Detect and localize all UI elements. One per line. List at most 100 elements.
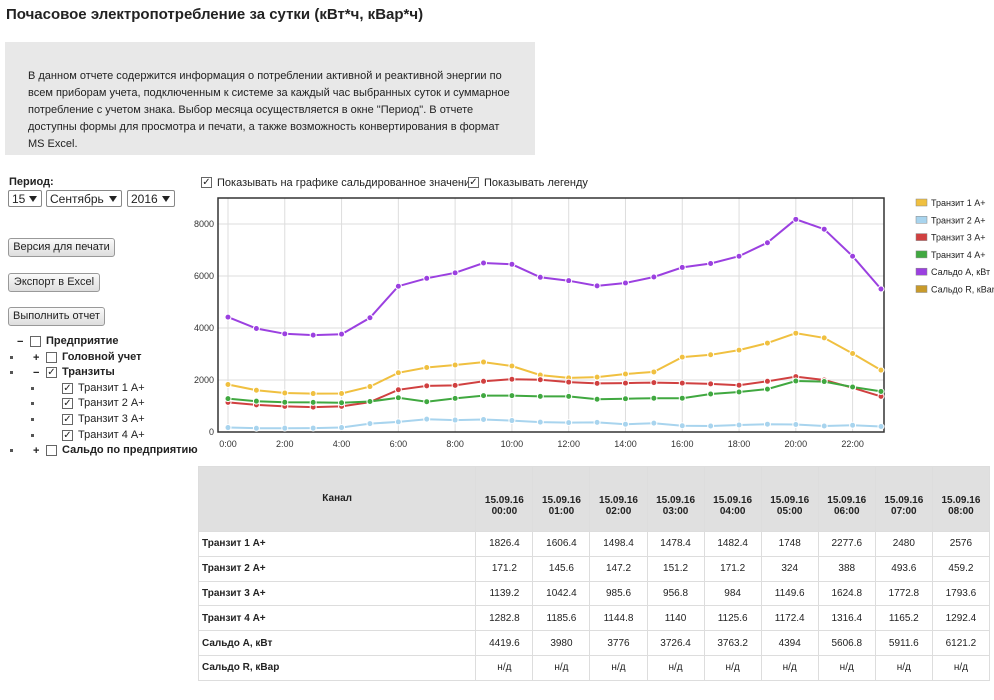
header-time: 03:00	[662, 506, 689, 517]
series-line	[227, 375, 882, 409]
x-tick-label: 8:00	[446, 439, 464, 449]
header-cell: 15.09.16 07:00	[874, 466, 933, 532]
cell: 1185.6	[532, 605, 591, 632]
data-point	[678, 353, 686, 361]
x-tick-label: 4:00	[333, 439, 351, 449]
data-point	[678, 263, 686, 271]
table-row: Транзит 3 A+ 1139.2 1042.4 985.6 956.8 984 114…	[197, 580, 991, 607]
cell: 985.6	[589, 580, 648, 607]
data-point	[224, 381, 232, 389]
row-name: Сальдо А, кВт	[197, 630, 477, 656]
data-point	[338, 424, 346, 432]
row-name: Сальдо R, кВар	[197, 654, 477, 681]
cell: 151.2	[646, 555, 705, 582]
data-point	[820, 334, 828, 342]
cell: н/д	[646, 654, 705, 681]
print-button[interactable]: Версия для печати	[8, 238, 115, 257]
cell: 3980	[532, 630, 591, 656]
legend-swatch	[915, 216, 928, 224]
data-point	[423, 382, 431, 390]
data-point	[536, 392, 544, 400]
header-cell: 15.09.16 04:00	[703, 466, 762, 532]
option-label: Показывать на графике сальдированное зна…	[217, 177, 477, 189]
data-point	[707, 260, 715, 268]
legend-label: Сальдо А, кВт	[931, 267, 990, 277]
tree-label: Транзит 2 A+	[78, 397, 145, 410]
tree-dot	[31, 402, 34, 406]
expander[interactable]: +	[33, 351, 40, 364]
data-point	[536, 273, 544, 281]
data-point	[735, 381, 743, 389]
header-date: 15.09.16	[713, 495, 753, 506]
data-table: Канал 15.09.16 00:00 15.09.16 01:00 15.09.16 0…	[197, 466, 991, 681]
checkbox[interactable]	[46, 351, 57, 363]
data-point	[593, 395, 601, 403]
checkbox[interactable]	[30, 336, 41, 347]
cell: 5911.6	[874, 630, 933, 656]
cell: 5606.8	[817, 630, 876, 656]
legend-swatch	[915, 250, 928, 259]
option-label: Показывать легенду	[484, 177, 588, 189]
cell: 1624.8	[817, 580, 876, 607]
data-point	[707, 351, 715, 359]
checkbox[interactable]: ✓	[62, 382, 73, 394]
data-point	[480, 392, 488, 400]
checkbox[interactable]: ✓	[62, 429, 73, 441]
x-tick-label: 22:00	[841, 439, 864, 449]
table-row: Транзит 2 A+ 171.2 145.6 147.2 151.2 171.2 324…	[197, 555, 991, 582]
data-point	[621, 395, 629, 403]
header-cell: 15.09.16 03:00	[646, 466, 705, 532]
checkbox[interactable]: ✓	[62, 414, 73, 425]
year-select[interactable]: 2016	[127, 190, 175, 207]
expander[interactable]: +	[33, 445, 40, 458]
row-name: Транзит 4 A+	[197, 605, 477, 632]
checkbox[interactable]	[46, 445, 57, 457]
data-point	[338, 399, 346, 407]
info-text: В данном отчете содержится информация о …	[28, 70, 510, 150]
page-title: Почасовое электропотребление за сутки (к…	[6, 6, 424, 23]
expander[interactable]: −	[17, 336, 24, 348]
data-point	[366, 420, 374, 428]
cell: 388	[817, 555, 876, 582]
data-point	[451, 361, 459, 369]
cell: 1125.6	[703, 605, 762, 632]
data-point	[480, 358, 488, 366]
row-name: Транзит 3 A+	[197, 580, 477, 607]
cell: 2277.6	[817, 531, 876, 557]
data-point	[394, 418, 402, 426]
data-point	[536, 376, 544, 384]
data-point	[621, 370, 629, 378]
header-row: Канал 15.09.16 00:00 15.09.16 01:00 15.09.16 0…	[197, 466, 991, 532]
row-name: Транзит 1 A+	[197, 531, 477, 557]
cell: 1316.4	[817, 605, 876, 632]
checkbox[interactable]: ✓	[62, 398, 73, 410]
month-select[interactable]: Сентябрь	[46, 190, 122, 207]
cell: 3776	[589, 630, 648, 656]
checkbox[interactable]: ✓	[468, 177, 479, 188]
data-point	[451, 416, 459, 424]
data-point	[480, 259, 488, 267]
data-point	[792, 377, 800, 385]
cell: 493.6	[874, 555, 933, 582]
data-point	[366, 383, 374, 391]
day-select[interactable]: 15	[8, 190, 42, 207]
checkbox[interactable]: ✓	[201, 177, 212, 188]
tree-label: Головной учет	[62, 350, 142, 363]
data-point	[309, 331, 317, 339]
run-button[interactable]: Выполнить отчет	[8, 307, 105, 326]
data-point	[394, 369, 402, 377]
data-point	[593, 282, 601, 290]
cell: 1042.4	[532, 580, 591, 607]
cell: 2576	[931, 531, 991, 557]
data-point	[735, 388, 743, 396]
header-time: 06:00	[833, 506, 860, 517]
excel-button[interactable]: Экспорт в Excel	[8, 273, 100, 292]
data-point	[508, 375, 516, 383]
cell: н/д	[817, 654, 876, 681]
data-point	[565, 378, 573, 386]
checkbox[interactable]: ✓	[46, 367, 57, 379]
header-time: 01:00	[548, 506, 575, 517]
header-cell: 15.09.16 00:00	[475, 466, 534, 532]
legend-swatch	[915, 267, 928, 276]
expander[interactable]: −	[33, 367, 40, 380]
